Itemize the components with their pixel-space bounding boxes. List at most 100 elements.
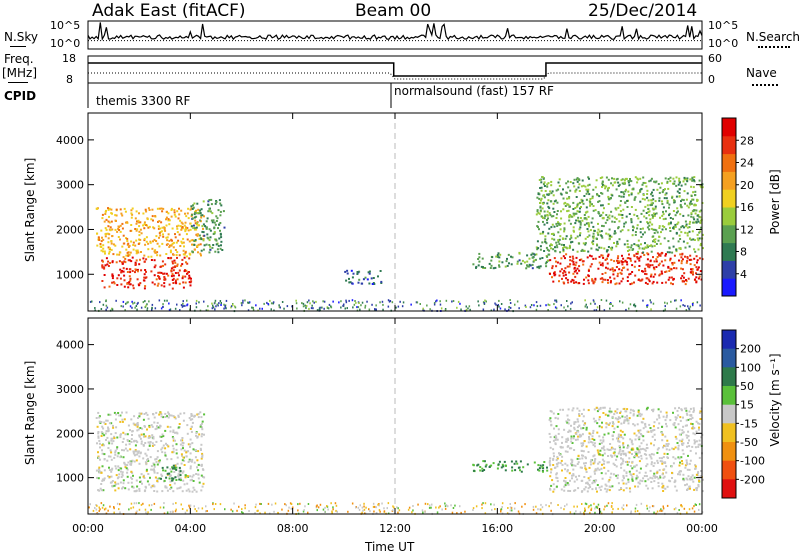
data-cell [98, 442, 101, 445]
data-cell [616, 425, 619, 428]
data-cell [199, 411, 202, 414]
data-cell [610, 182, 613, 185]
data-cell [627, 451, 630, 454]
data-cell [100, 246, 103, 248]
data-cell [591, 488, 594, 491]
data-cell [129, 251, 132, 254]
data-cell [111, 484, 114, 487]
data-cell [694, 467, 697, 470]
data-cell [686, 242, 689, 245]
data-cell [193, 449, 196, 452]
data-cell [156, 472, 159, 475]
data-cell [175, 468, 178, 471]
data-cell [575, 261, 578, 264]
data-cell [626, 276, 629, 279]
data-cell [110, 451, 113, 454]
data-cell [614, 417, 617, 420]
data-cell [634, 438, 637, 441]
noise-cell [495, 303, 497, 306]
data-cell [563, 479, 565, 482]
data-cell [692, 209, 695, 212]
data-cell [476, 464, 479, 467]
data-cell [134, 271, 136, 274]
data-cell [601, 185, 603, 188]
data-cell [591, 203, 593, 206]
noise-cell [516, 300, 519, 303]
data-cell [550, 424, 553, 427]
data-cell [639, 228, 642, 230]
data-cell [648, 266, 651, 269]
data-cell [579, 223, 582, 226]
colorbar-tick-label: -50 [740, 436, 758, 449]
data-cell [596, 193, 598, 196]
colorbar-segment [722, 442, 736, 462]
data-cell [690, 238, 693, 241]
data-cell [593, 472, 596, 475]
noise-cell [536, 305, 539, 308]
data-cell [690, 414, 693, 416]
noise-cell [535, 308, 538, 311]
data-cell [568, 244, 571, 247]
data-cell [168, 283, 171, 286]
data-cell [611, 194, 614, 197]
data-cell [621, 263, 624, 266]
data-cell [103, 286, 106, 289]
noise-cell [472, 507, 475, 510]
data-cell [643, 475, 646, 477]
data-cell [639, 231, 642, 234]
noise-cell [567, 305, 569, 308]
data-cell [682, 276, 685, 279]
data-cell [560, 268, 563, 271]
data-cell [158, 245, 161, 248]
data-cell [689, 200, 692, 203]
data-cell [618, 183, 621, 186]
data-cell [107, 440, 110, 443]
data-cell [668, 276, 671, 279]
data-cell [563, 269, 566, 272]
data-cell [634, 455, 636, 457]
data-cell [675, 267, 678, 270]
data-cell [693, 257, 696, 260]
data-cell [167, 416, 170, 419]
data-cell [563, 228, 566, 231]
data-cell [593, 459, 596, 462]
data-cell [661, 272, 664, 275]
data-cell [698, 237, 701, 240]
data-cell [172, 266, 175, 269]
data-cell [112, 243, 115, 246]
data-cell [154, 428, 157, 431]
noise-cell [236, 509, 238, 512]
data-cell [617, 452, 620, 455]
data-cell [689, 237, 692, 240]
data-cell [171, 227, 174, 230]
data-cell [637, 244, 640, 247]
data-cell [149, 476, 151, 479]
noise-cell [584, 509, 586, 512]
x-tick-label: 12:00 [379, 522, 411, 535]
data-cell [101, 213, 104, 216]
noise-cell [273, 510, 275, 513]
noise-cell [189, 504, 192, 507]
noise-cell [174, 307, 177, 310]
data-cell [567, 422, 570, 425]
data-cell [195, 434, 197, 437]
data-cell [201, 214, 204, 217]
data-cell [680, 226, 683, 229]
data-cell [564, 257, 566, 260]
data-cell [651, 202, 654, 205]
nsearch-legend-line [758, 46, 790, 48]
data-cell [346, 272, 349, 275]
data-cell [611, 177, 613, 180]
data-cell [639, 467, 642, 470]
data-cell [681, 198, 684, 201]
noise-cell [174, 510, 177, 513]
data-cell [196, 413, 199, 416]
data-cell [631, 479, 634, 482]
data-cell [189, 459, 192, 462]
data-cell [199, 425, 202, 428]
noise-cell [345, 301, 348, 304]
data-cell [136, 249, 139, 252]
data-cell [105, 218, 108, 221]
data-cell [122, 437, 125, 440]
noise-cell [188, 504, 190, 507]
